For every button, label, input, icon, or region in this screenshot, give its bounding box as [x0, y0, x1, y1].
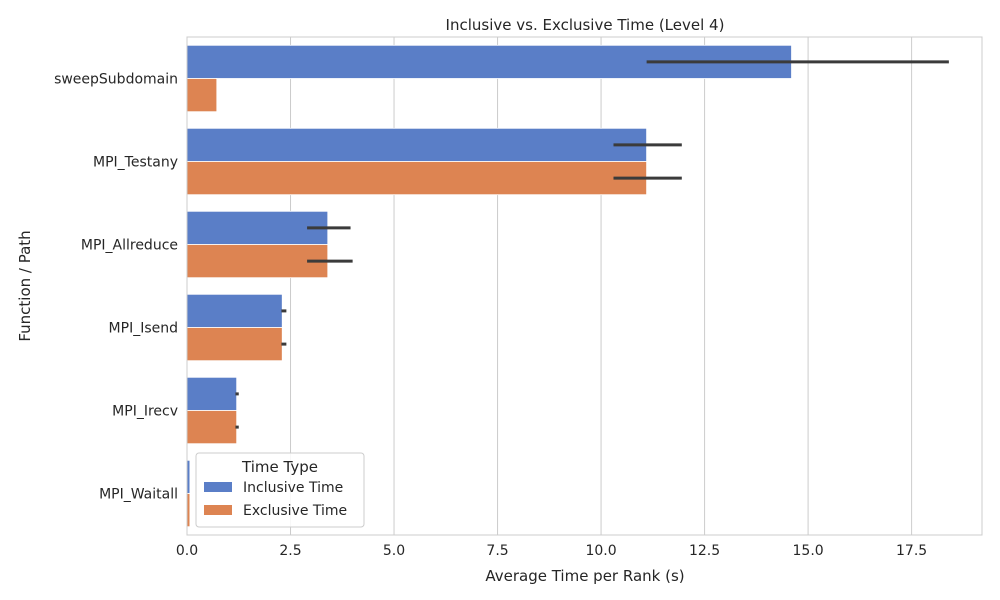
bar: [186, 161, 648, 196]
bars: [186, 44, 792, 528]
legend: Time Type Inclusive Time Exclusive Time: [195, 452, 365, 528]
gridlines: [186, 37, 913, 535]
x-tick-label: 17.5: [896, 543, 927, 559]
legend-title: Time Type: [241, 458, 318, 476]
legend-swatch-inclusive: [204, 482, 232, 492]
legend-label-exclusive: Exclusive Time: [243, 503, 347, 519]
x-tick-label: 10.0: [585, 543, 616, 559]
x-tick-labels: 0.0 2.5 5.0 7.5 10.0 12.5 15.0 17.5: [176, 543, 927, 559]
bar: [186, 293, 283, 328]
x-tick-label: 5.0: [383, 543, 405, 559]
x-tick-label: 12.5: [689, 543, 720, 559]
x-axis-title: Average Time per Rank (s): [485, 567, 684, 585]
plot-frame: [186, 36, 983, 536]
bar: [186, 376, 238, 411]
bar: [186, 210, 329, 245]
x-tick-label: 15.0: [793, 543, 824, 559]
bar: [186, 410, 238, 445]
y-tick-label: MPI_Waitall: [99, 487, 178, 503]
x-tick-label: 7.5: [486, 543, 508, 559]
bar: [186, 127, 648, 162]
legend-label-inclusive: Inclusive Time: [243, 480, 343, 496]
x-tick-label: 2.5: [279, 543, 301, 559]
legend-box: [195, 452, 365, 528]
bar: [186, 78, 218, 113]
y-tick-label: sweepSubdomain: [54, 72, 178, 88]
y-axis-title: Function / Path: [16, 230, 34, 341]
bar: [186, 244, 329, 279]
x-tick-label: 0.0: [176, 543, 198, 559]
y-tick-label: MPI_Allreduce: [81, 238, 178, 254]
y-tick-label: MPI_Testany: [93, 155, 178, 171]
chart-title: Inclusive vs. Exclusive Time (Level 4): [446, 16, 725, 34]
bar: [186, 327, 283, 362]
y-tick-label: MPI_Isend: [109, 321, 178, 337]
error-bars: [235, 60, 949, 429]
legend-swatch-exclusive: [204, 505, 232, 515]
y-tick-label: MPI_Irecv: [112, 404, 178, 420]
y-tick-labels: sweepSubdomain MPI_Testany MPI_Allreduce MP…: [54, 72, 178, 503]
